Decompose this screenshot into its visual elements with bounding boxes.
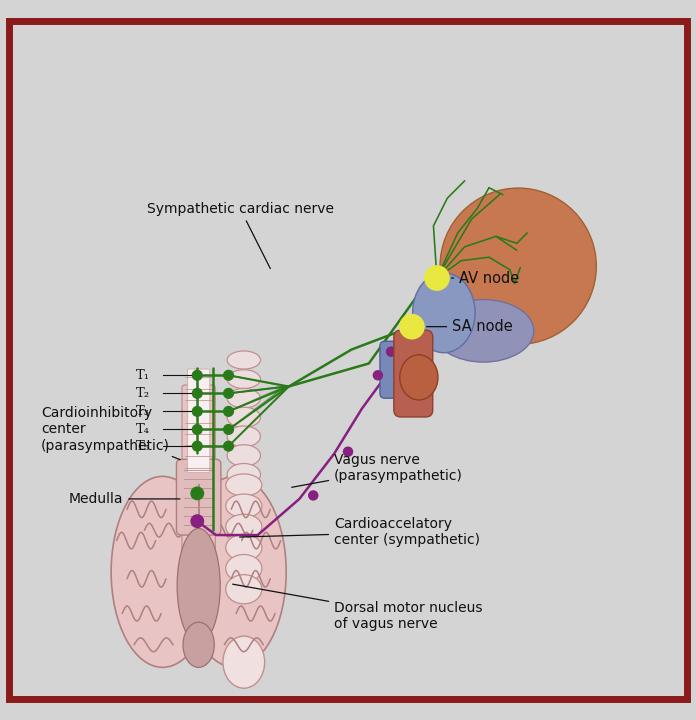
Circle shape <box>400 315 424 338</box>
Ellipse shape <box>433 300 534 362</box>
Ellipse shape <box>226 534 262 561</box>
Ellipse shape <box>177 528 220 643</box>
Ellipse shape <box>400 355 438 400</box>
Ellipse shape <box>226 494 262 518</box>
Ellipse shape <box>227 408 260 428</box>
Circle shape <box>192 425 202 434</box>
Text: T₁: T₁ <box>136 369 150 382</box>
Text: T₅: T₅ <box>136 440 150 453</box>
Ellipse shape <box>227 389 260 408</box>
Text: Dorsal motor nucleus
of vagus nerve: Dorsal motor nucleus of vagus nerve <box>232 584 482 631</box>
Circle shape <box>192 441 202 451</box>
Ellipse shape <box>227 464 260 486</box>
Ellipse shape <box>440 188 596 344</box>
Text: T₂: T₂ <box>136 387 150 400</box>
Ellipse shape <box>227 351 260 369</box>
Ellipse shape <box>227 370 260 389</box>
Text: Vagus nerve
(parasympathetic): Vagus nerve (parasympathetic) <box>292 453 463 487</box>
Circle shape <box>373 371 382 379</box>
Ellipse shape <box>111 477 214 667</box>
Text: Cardioinhibitory
center
(parasympathetic): Cardioinhibitory center (parasympathetic… <box>41 406 180 459</box>
Text: T₄: T₄ <box>136 423 150 436</box>
Text: SA node: SA node <box>427 319 513 334</box>
Circle shape <box>191 515 203 528</box>
Ellipse shape <box>226 575 262 604</box>
Ellipse shape <box>183 477 286 667</box>
Circle shape <box>223 407 233 416</box>
FancyBboxPatch shape <box>182 385 215 585</box>
Circle shape <box>192 370 202 380</box>
Ellipse shape <box>226 514 262 539</box>
Circle shape <box>192 407 202 416</box>
Text: Medulla: Medulla <box>69 492 180 506</box>
FancyBboxPatch shape <box>380 341 411 398</box>
Text: T₃: T₃ <box>136 405 150 418</box>
Circle shape <box>425 266 449 290</box>
Circle shape <box>344 447 352 456</box>
Text: AV node: AV node <box>452 271 519 286</box>
Text: Cardioaccelatory
center (sympathetic): Cardioaccelatory center (sympathetic) <box>239 517 480 547</box>
Ellipse shape <box>226 474 262 496</box>
FancyBboxPatch shape <box>187 369 209 472</box>
Ellipse shape <box>183 622 214 667</box>
Ellipse shape <box>226 554 262 582</box>
Ellipse shape <box>223 636 264 688</box>
Text: Sympathetic cardiac nerve: Sympathetic cardiac nerve <box>147 202 333 269</box>
Circle shape <box>192 389 202 398</box>
Circle shape <box>223 441 233 451</box>
Ellipse shape <box>413 273 475 353</box>
Circle shape <box>223 425 233 434</box>
FancyBboxPatch shape <box>176 459 221 535</box>
Ellipse shape <box>227 445 260 467</box>
Circle shape <box>223 389 233 398</box>
Circle shape <box>223 370 233 380</box>
Ellipse shape <box>227 426 260 447</box>
Circle shape <box>386 347 395 356</box>
FancyBboxPatch shape <box>394 330 433 417</box>
Circle shape <box>309 491 318 500</box>
Circle shape <box>191 487 203 500</box>
